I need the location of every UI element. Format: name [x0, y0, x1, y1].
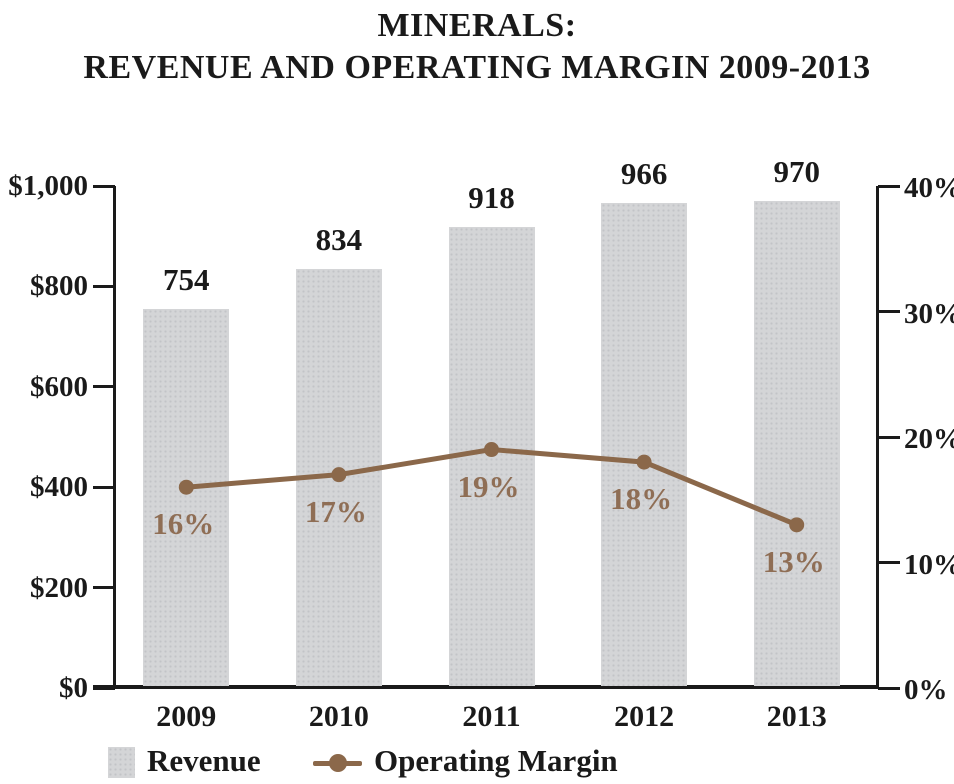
left-axis-tick [93, 184, 115, 188]
chart-title: MINERALS: REVENUE AND OPERATING MARGIN 2… [0, 5, 954, 89]
revenue-value-label: 834 [315, 222, 363, 258]
operating-margin-value-label: 17% [304, 493, 367, 529]
revenue-value-label: 754 [163, 262, 210, 298]
right-axis-line [876, 186, 879, 688]
right-axis-tick-label: 40% [904, 172, 954, 204]
left-axis-tick [93, 385, 115, 389]
right-axis-tick [878, 686, 900, 690]
right-axis-tick [878, 184, 900, 188]
chart-title-line1: MINERALS: [377, 7, 577, 44]
revenue-value-label: 918 [468, 180, 515, 216]
operating-margin-legend-dot-icon [329, 754, 347, 772]
revenue-bar [143, 309, 230, 686]
revenue-value-label: 970 [773, 154, 820, 190]
right-axis-tick [878, 435, 900, 439]
operating-margin-value-label: 13% [762, 543, 825, 579]
left-axis-tick-label: $0 [59, 672, 88, 704]
revenue-bar [448, 227, 535, 686]
x-axis-category-label: 2010 [308, 700, 369, 733]
x-axis-category-label: 2013 [766, 700, 827, 733]
operating-margin-value-label: 18% [610, 481, 673, 517]
x-axis-category-label: 2009 [156, 700, 217, 733]
revenue-bar [601, 203, 688, 686]
operating-margin-legend-label: Operating Margin [374, 743, 618, 778]
left-axis-tick-label: $800 [30, 270, 88, 303]
x-axis-line [93, 685, 879, 689]
right-axis-tick [878, 310, 900, 313]
right-axis-tick [878, 561, 900, 564]
left-axis-tick-label: $1,000 [8, 170, 88, 202]
right-axis-tick-label: 30% [904, 297, 954, 330]
operating-margin-value-label: 19% [457, 468, 520, 504]
left-axis-tick [93, 284, 115, 288]
operating-margin-value-label: 16% [152, 506, 215, 542]
revenue-value-label: 966 [620, 156, 668, 192]
right-axis-tick-label: 10% [904, 548, 954, 581]
x-axis-category-label: 2012 [614, 700, 675, 733]
right-axis-tick-label: 20% [904, 423, 954, 455]
x-axis-category-label: 2011 [462, 700, 521, 733]
revenue-bar [295, 269, 382, 686]
revenue-bar [753, 201, 840, 686]
revenue-legend-label: Revenue [147, 743, 261, 778]
left-axis-tick-label: $200 [30, 571, 88, 604]
left-axis-tick [93, 586, 115, 590]
left-axis-line [113, 186, 116, 688]
left-axis-tick-label: $600 [30, 370, 88, 403]
left-axis-tick-label: $400 [30, 471, 88, 504]
chart-title-line2: REVENUE AND OPERATING MARGIN 2009-2013 [83, 49, 871, 86]
right-axis-tick-label: 0% [904, 674, 948, 706]
revenue-legend-swatch [108, 747, 135, 778]
left-axis-tick [93, 686, 115, 690]
left-axis-tick [93, 485, 115, 489]
